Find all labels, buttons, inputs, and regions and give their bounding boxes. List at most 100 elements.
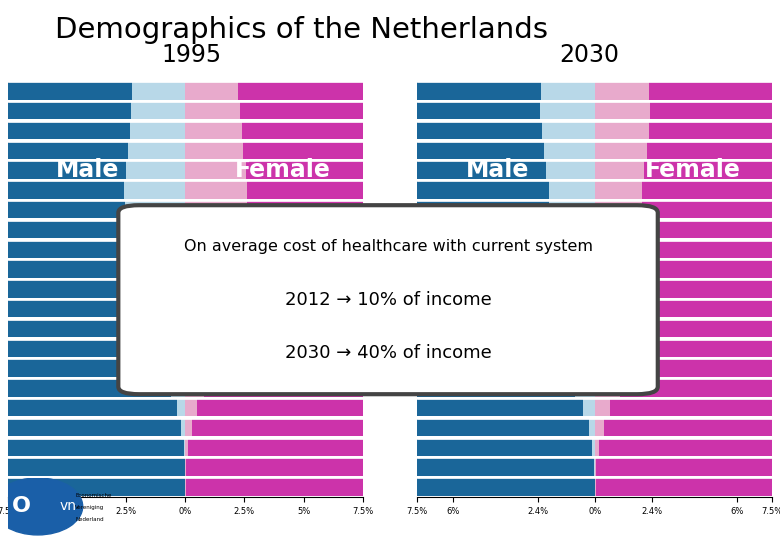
Bar xyxy=(417,340,594,357)
Text: 2030: 2030 xyxy=(559,43,619,67)
Bar xyxy=(186,379,204,396)
Bar xyxy=(546,221,594,238)
Bar xyxy=(537,260,594,278)
Text: On average cost of healthcare with current system: On average cost of healthcare with curre… xyxy=(183,239,593,254)
Bar xyxy=(594,181,772,199)
Bar xyxy=(186,82,363,99)
Bar xyxy=(177,399,186,416)
Bar xyxy=(131,260,186,278)
Bar xyxy=(594,280,772,298)
Bar xyxy=(564,360,594,377)
Bar xyxy=(8,320,186,337)
Bar xyxy=(8,102,186,119)
Bar xyxy=(8,122,186,139)
Bar xyxy=(8,419,186,436)
Bar xyxy=(594,201,772,218)
Bar xyxy=(417,260,594,278)
Bar xyxy=(186,181,363,199)
Bar xyxy=(186,141,243,159)
Bar xyxy=(417,221,594,238)
Bar xyxy=(8,241,186,258)
Bar xyxy=(186,260,242,278)
Bar xyxy=(8,340,186,357)
Bar xyxy=(594,320,772,337)
Bar xyxy=(594,340,772,357)
Bar xyxy=(544,141,594,159)
Bar xyxy=(594,122,649,139)
Bar xyxy=(594,161,772,179)
Text: vn: vn xyxy=(59,500,76,514)
Bar xyxy=(186,122,242,139)
Bar xyxy=(186,260,363,278)
Bar xyxy=(186,181,246,199)
Bar xyxy=(594,340,640,357)
Bar xyxy=(186,221,246,238)
Text: Economische: Economische xyxy=(75,493,112,498)
Bar xyxy=(594,419,772,436)
Bar xyxy=(417,141,594,159)
Bar xyxy=(592,438,594,456)
Bar xyxy=(136,300,186,318)
Bar xyxy=(186,399,197,416)
Bar xyxy=(8,221,186,238)
Bar xyxy=(417,379,594,396)
Bar xyxy=(594,360,630,377)
Bar xyxy=(8,161,186,179)
Bar xyxy=(594,379,772,396)
Bar xyxy=(8,458,186,476)
Bar xyxy=(594,241,649,258)
Bar xyxy=(186,320,230,337)
Bar xyxy=(594,102,772,119)
Bar xyxy=(594,458,772,476)
Bar xyxy=(594,458,597,476)
Bar xyxy=(417,438,594,456)
Bar xyxy=(534,280,594,298)
Bar xyxy=(186,419,363,436)
Bar xyxy=(186,300,236,318)
Bar xyxy=(541,82,594,99)
Bar xyxy=(594,438,599,456)
Bar xyxy=(186,241,244,258)
Bar xyxy=(186,280,363,298)
Bar xyxy=(8,360,186,377)
FancyBboxPatch shape xyxy=(119,205,658,394)
Bar xyxy=(186,102,239,119)
Bar xyxy=(553,340,594,357)
Bar xyxy=(154,340,186,357)
Bar xyxy=(417,458,594,476)
Bar xyxy=(594,141,772,159)
Bar xyxy=(186,122,363,139)
Text: Female: Female xyxy=(644,158,740,182)
Bar xyxy=(417,241,594,258)
Bar xyxy=(594,438,772,456)
Bar xyxy=(124,181,186,199)
Text: Female: Female xyxy=(235,158,331,182)
Bar xyxy=(417,122,594,139)
Bar xyxy=(186,438,188,456)
Bar xyxy=(548,201,594,218)
Bar xyxy=(171,379,186,396)
Bar xyxy=(186,379,363,396)
Bar xyxy=(186,438,363,456)
Bar xyxy=(594,379,619,396)
Bar xyxy=(417,161,594,179)
Bar xyxy=(417,300,594,318)
Bar xyxy=(131,102,186,119)
Bar xyxy=(186,82,239,99)
Bar xyxy=(583,399,594,416)
Bar xyxy=(129,241,186,258)
Bar xyxy=(125,201,186,218)
Bar xyxy=(594,221,644,238)
Bar xyxy=(186,340,363,357)
Text: Demographics of the Netherlands: Demographics of the Netherlands xyxy=(55,16,548,44)
Bar xyxy=(186,360,212,377)
Bar xyxy=(594,360,772,377)
Bar xyxy=(186,458,363,476)
Bar xyxy=(594,82,649,99)
Bar xyxy=(417,102,594,119)
Bar xyxy=(126,221,186,238)
Bar xyxy=(186,221,363,238)
Bar xyxy=(417,82,594,99)
Bar xyxy=(594,201,642,218)
Bar xyxy=(8,280,186,298)
